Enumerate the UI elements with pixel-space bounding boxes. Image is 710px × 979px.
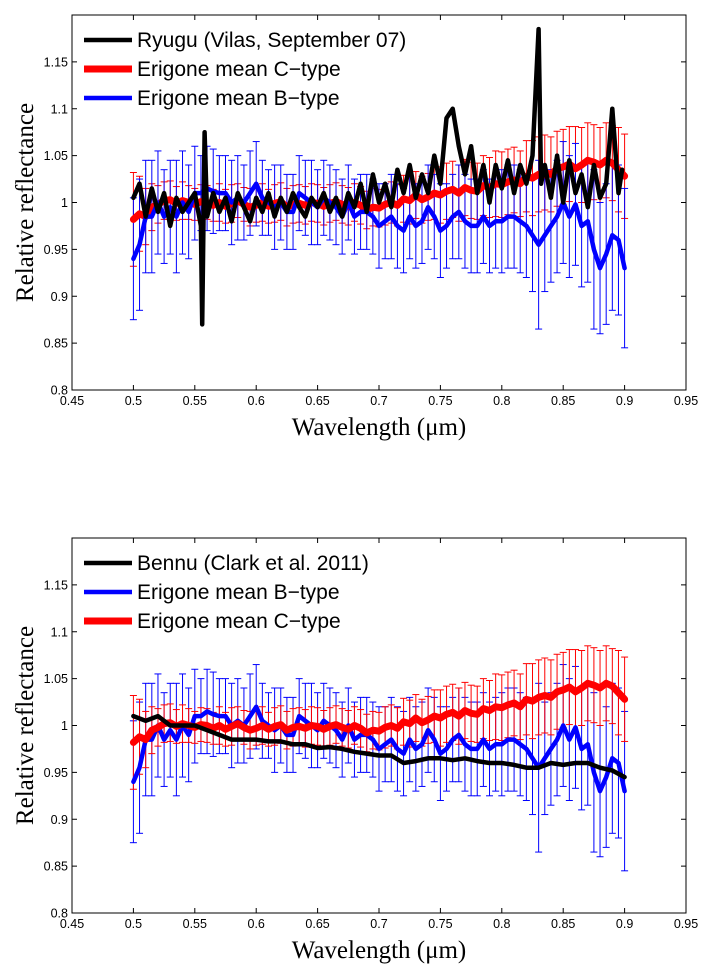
- x-tick-label: 0.8: [493, 394, 510, 408]
- y-axis-label: Relative reflectance: [12, 103, 39, 302]
- y-tick-label: 0.9: [51, 813, 68, 827]
- series-line-0: [131, 713, 627, 780]
- x-tick-label: 0.6: [248, 917, 265, 931]
- x-tick-label: 0.5: [125, 394, 142, 408]
- y-tick-label: 0.8: [51, 907, 68, 921]
- x-tick-label: 0.9: [616, 917, 633, 931]
- y-tick-label: 0.9: [51, 290, 68, 304]
- legend: Ryugu (Vilas, September 07) Erigone mean …: [84, 29, 406, 110]
- x-tick-label: 0.75: [428, 917, 452, 931]
- legend-label-0: Ryugu (Vilas, September 07): [137, 29, 406, 52]
- y-tick-label: 1: [61, 719, 68, 733]
- x-axis-label: Wavelength (μm): [292, 937, 467, 964]
- x-tick-label: 0.65: [305, 394, 329, 408]
- x-axis-label: Wavelength (μm): [292, 414, 467, 441]
- y-tick-label: 0.95: [44, 766, 68, 780]
- legend-label-0: Bennu (Clark et al. 2011): [137, 552, 369, 575]
- x-tick-label: 0.7: [370, 917, 387, 931]
- x-tick-label: 0.85: [551, 917, 575, 931]
- legend-label-1: Erigone mean C−type: [137, 58, 341, 81]
- legend-label-1: Erigone mean B−type: [137, 581, 340, 604]
- y-tick-label: 1: [61, 196, 68, 210]
- x-tick-label: 0.65: [305, 917, 329, 931]
- x-tick-label: 0.6: [248, 394, 265, 408]
- x-tick-label: 0.55: [183, 917, 207, 931]
- y-tick-label: 0.85: [44, 860, 68, 874]
- x-tick-label: 0.95: [674, 917, 698, 931]
- y-tick-label: 1.05: [44, 149, 68, 163]
- plot-series: [129, 645, 629, 872]
- x-tick-label: 0.8: [493, 917, 510, 931]
- y-tick-label: 1.1: [51, 625, 68, 639]
- x-tick-label: 0.7: [370, 394, 387, 408]
- y-tick-label: 1.15: [44, 55, 68, 69]
- x-tick-label: 0.75: [428, 394, 452, 408]
- series-line-1: [131, 704, 627, 794]
- chart-panel-1: 0.45 0.5 0.55 0.6 0.65 0.7 0.75 0.8 0.85 0.9 0.95 0…: [12, 14, 698, 441]
- legend-label-2: Erigone mean C−type: [137, 610, 341, 633]
- y-tick-label: 0.8: [51, 384, 68, 398]
- plot-series: [129, 26, 629, 349]
- y-tick-label: 0.95: [44, 243, 68, 257]
- y-tick-label: 1.15: [44, 578, 68, 592]
- y-tick-label: 1.05: [44, 672, 68, 686]
- y-axis-label: Relative reflectance: [12, 626, 39, 825]
- x-tick-label: 0.95: [674, 394, 698, 408]
- legend-label-2: Erigone mean B−type: [137, 87, 340, 110]
- x-tick-label: 0.85: [551, 394, 575, 408]
- series-line-2: [129, 679, 629, 746]
- x-tick-label: 0.55: [183, 394, 207, 408]
- x-tick-label: 0.45: [60, 394, 84, 408]
- y-tick-label: 1.1: [51, 102, 68, 116]
- series-line-2: [131, 181, 627, 271]
- series-line-0: [131, 26, 625, 327]
- x-tick-label: 0.5: [125, 917, 142, 931]
- chart-panel-2: 0.45 0.5 0.55 0.6 0.65 0.7 0.75 0.8 0.85 0.9 0.95 0…: [12, 537, 698, 964]
- x-tick-label: 0.9: [616, 394, 633, 408]
- y-tick-label: 0.85: [44, 337, 68, 351]
- x-tick-label: 0.45: [60, 917, 84, 931]
- legend: Bennu (Clark et al. 2011) Erigone mean B−…: [84, 552, 369, 633]
